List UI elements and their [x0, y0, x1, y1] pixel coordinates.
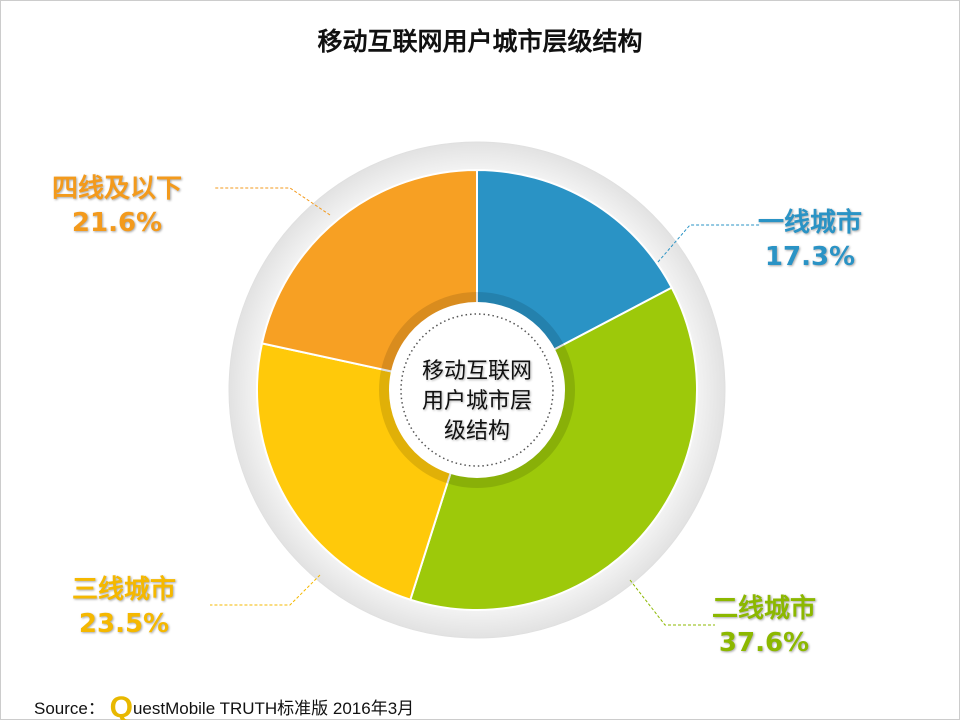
slice-2 — [409, 286, 698, 611]
leader-line-tier3 — [210, 574, 321, 606]
category-label: 三线城市 — [72, 575, 177, 605]
center-disc — [389, 302, 565, 478]
label-tier4: 四线及以下 21.6% — [52, 172, 182, 240]
center-line: 级结构 — [443, 419, 510, 444]
leader-line-tier1 — [657, 224, 760, 263]
center-line: 用户城市层 — [421, 389, 532, 414]
category-label: 二线城市 — [712, 594, 817, 624]
label-tier3: 三线城市 23.5% — [72, 573, 176, 641]
category-label: 一线城市 — [758, 208, 863, 238]
source-note: Source： QuestMobile TRUTH标准版 2016年3月 — [34, 688, 414, 720]
chart-title: 移动互联网用户城市层级结构 — [317, 27, 643, 56]
value-label: 17.3% — [764, 242, 856, 272]
category-label: 四线及以下 — [52, 174, 183, 204]
questmobile-logo-q: Q — [109, 691, 133, 720]
value-label: 21.6% — [71, 208, 163, 238]
source-prefix: Source： — [34, 699, 105, 718]
label-tier1: 一线城市 17.3% — [758, 206, 862, 274]
leader-line-tier2 — [629, 579, 715, 626]
source-text: uestMobile TRUTH标准版 2016年3月 — [132, 699, 415, 718]
value-label: 23.5% — [78, 609, 170, 639]
center-dotted-circle — [400, 313, 554, 467]
center-line: 移动互联网 — [421, 359, 532, 384]
label-tier2: 二线城市 37.6% — [712, 592, 816, 660]
center-label: 移动互联网 用户城市层 级结构 — [397, 357, 557, 447]
value-label: 37.6% — [718, 628, 810, 658]
leader-line-tier4 — [215, 187, 331, 216]
